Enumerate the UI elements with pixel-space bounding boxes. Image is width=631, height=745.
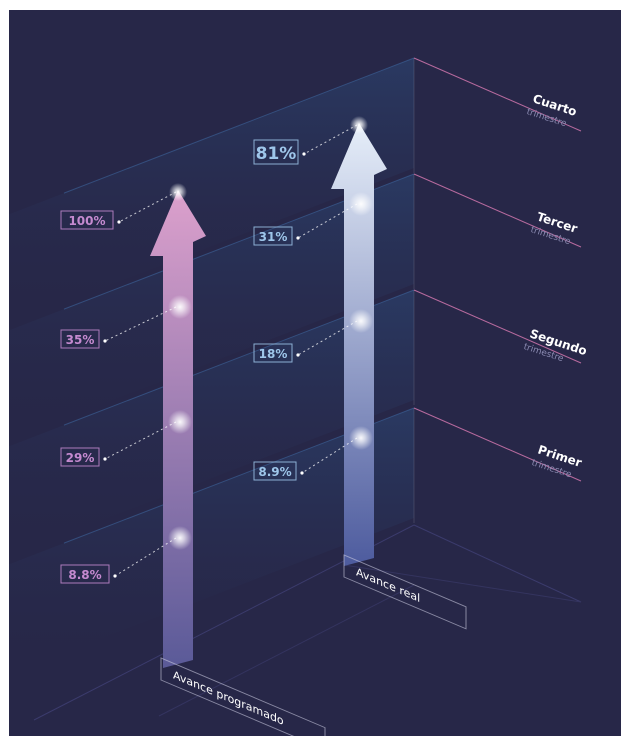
floor-line [413,524,582,603]
arrow-tip-glow [169,183,187,201]
value-leader [114,537,177,577]
quarter-point-glow [168,526,192,550]
leader-dot [117,220,121,224]
quarter-point-glow [168,410,192,434]
value-label-programado: 29% [66,451,95,465]
value-box [253,343,293,363]
leader-dot [103,339,107,343]
quarter-point-glow [349,192,373,216]
series-label-box [160,657,326,736]
value-leader [104,306,177,342]
quarter-line [413,407,582,482]
series-label-real: Avance real [343,554,467,630]
value-box [60,564,110,584]
arrow-tip-glow [350,116,368,134]
series-label-box [343,554,467,630]
arrow-real [331,123,387,566]
step-wall [9,290,414,557]
quarter-line [413,173,582,248]
wall-edge [63,57,415,194]
leader-dot [300,471,304,475]
floor-line [158,584,415,717]
step-wall [9,58,414,325]
leader-dot [296,353,300,357]
value-label-programado: 100% [68,214,105,228]
value-labels: 8.8% 29% 35% 100% 8.9% 18% 31% 81% [60,139,299,584]
value-leader [104,421,177,460]
quarter-point-glow [168,295,192,319]
quarter-walls [9,57,582,675]
value-leader [297,320,358,356]
quarter-line [413,289,582,364]
series-label-programado: Avance programado [160,657,326,736]
leader-dot [296,236,300,240]
value-label-real: 8.9% [258,465,291,479]
leader-dot [302,152,306,156]
value-label-real: 18% [259,347,288,361]
value-leader [301,437,358,474]
value-leader [303,124,358,155]
value-label-real: 81% [256,144,297,164]
value-box [253,461,297,481]
quarter-point-glow [349,426,373,450]
floor-line [343,564,582,603]
step-wall [9,408,414,675]
value-label-programado: 8.8% [68,568,101,582]
quarter-line [413,57,582,132]
value-box [253,139,299,165]
chart-panel: Primer trimestre Segundo trimestre Tercer tri… [9,10,621,736]
value-box [253,226,293,246]
value-box [60,329,100,349]
step-wall [9,174,414,441]
leader-lines [103,124,358,578]
value-box [60,210,114,230]
leader-dot [113,574,117,578]
value-label-real: 31% [259,230,288,244]
value-label-programado: 35% [66,333,95,347]
series-label-text: Avance programado [173,668,284,728]
value-leader [297,203,358,239]
value-box [60,447,100,467]
leader-dot [103,457,107,461]
value-leader [118,191,177,223]
quarter-point-glow [349,309,373,333]
series-label-text: Avance real [356,565,420,606]
